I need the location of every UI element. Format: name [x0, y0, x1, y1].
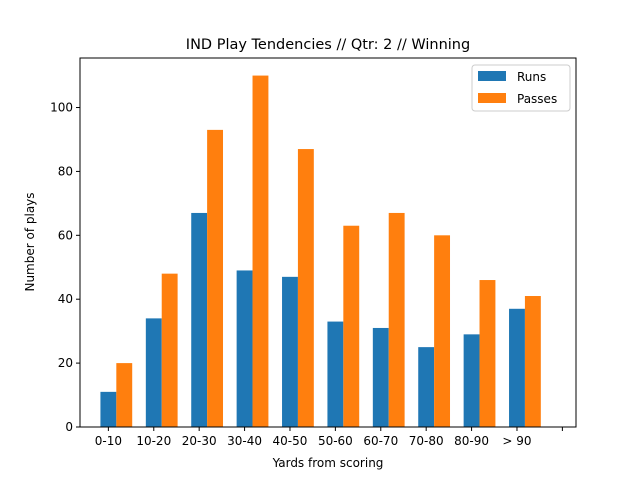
legend-swatch-runs [478, 71, 506, 81]
bar-runs-10-20 [145, 318, 162, 427]
bar-passes-60-70 [388, 212, 405, 427]
chart-title: IND Play Tendencies // Qtr: 2 // Winning [186, 37, 470, 53]
bar-runs-70-80 [418, 347, 435, 427]
bar-passes-90 [524, 296, 541, 427]
bar-passes-30-40 [252, 75, 269, 428]
y-tick-label: 80 [58, 164, 73, 178]
bar-passes-0-10 [116, 363, 133, 427]
x-tick-label-80-90: 80-90 [454, 434, 489, 448]
legend-swatch-passes [478, 93, 506, 103]
x-tick-label-40-50: 40-50 [273, 434, 308, 448]
bar-runs-80-90 [463, 334, 480, 427]
plot-frame [79, 57, 577, 428]
legend-label-runs: Runs [517, 70, 546, 84]
bar-runs-40-50 [282, 276, 298, 427]
x-tick-label-20-30: 20-30 [182, 434, 217, 448]
bars-group [100, 75, 541, 428]
y-axis: 0 20 40 60 80 100 [50, 101, 80, 434]
x-tick-label-60-70: 60-70 [363, 434, 398, 448]
bar-runs-50-60 [327, 321, 344, 427]
y-tick-label: 60 [58, 228, 73, 242]
x-tick-label-0-10: 0-10 [95, 434, 122, 448]
bar-runs-20-30 [191, 212, 208, 427]
bar-passes-80-90 [479, 280, 496, 427]
x-axis-label: Yards from scoring [272, 456, 384, 470]
bar-passes-10-20 [161, 273, 178, 427]
x-tick-label-50-60: 50-60 [318, 434, 353, 448]
y-tick-label: 100 [50, 101, 73, 115]
x-tick-label-10-20: 10-20 [136, 434, 171, 448]
bar-runs-90 [509, 308, 525, 427]
legend: Runs Passes [471, 64, 571, 112]
bar-runs-30-40 [236, 270, 253, 427]
bar-runs-0-10 [100, 391, 117, 427]
x-tick-label-30-40: 30-40 [227, 434, 262, 448]
y-tick-label: 20 [58, 356, 73, 370]
bar-runs-60-70 [372, 327, 389, 427]
legend-label-passes: Passes [517, 92, 557, 106]
y-tick-label: 0 [65, 420, 73, 434]
y-axis-label: Number of plays [23, 192, 37, 291]
bar-passes-50-60 [343, 225, 360, 427]
x-axis: 0-10 10-20 20-30 30-40 40-50 50-60 60-70 70-80 8… [95, 427, 563, 448]
y-tick-label: 40 [58, 292, 73, 306]
x-tick-label-90: > 90 [502, 434, 531, 448]
bar-passes-40-50 [297, 149, 314, 427]
x-tick-label-70-80: 70-80 [409, 434, 444, 448]
bar-passes-20-30 [207, 129, 224, 427]
bar-passes-70-80 [434, 235, 451, 427]
